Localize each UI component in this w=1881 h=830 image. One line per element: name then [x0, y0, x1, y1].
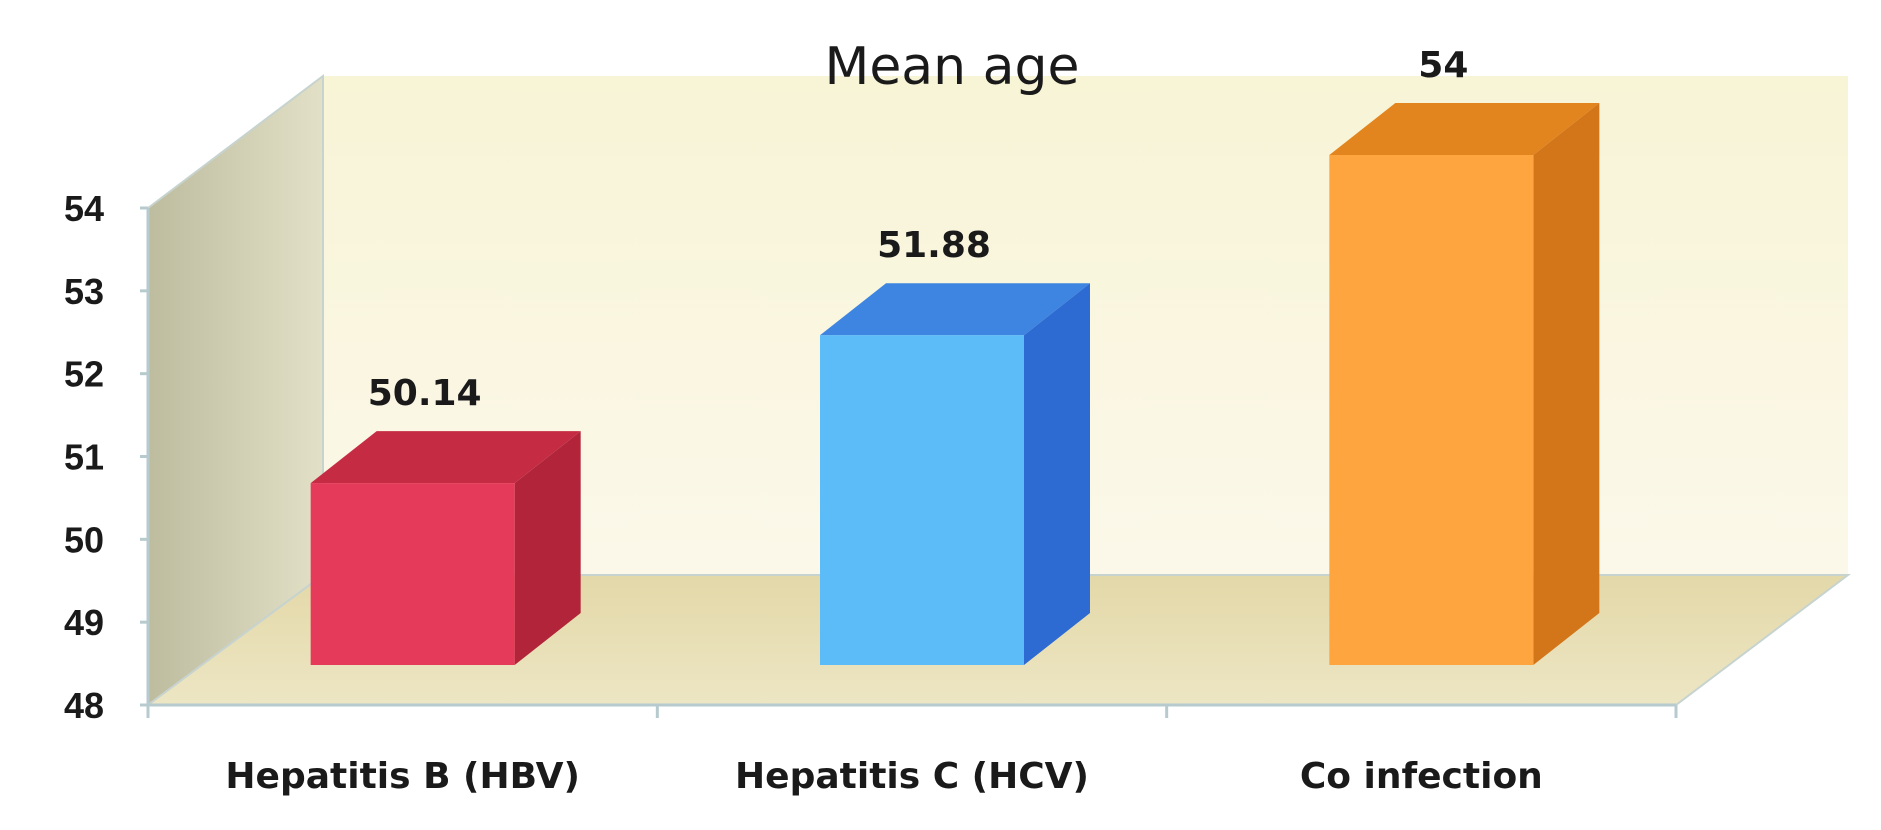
- bars: 50.14 51.88 54: [310, 45, 1600, 665]
- bar-front-face: [1329, 155, 1534, 665]
- y-tick-label: 54: [64, 188, 104, 229]
- bar-top-face: [820, 283, 1090, 336]
- bar-side-face: [1533, 103, 1600, 665]
- chart-title: Mean age: [824, 37, 1079, 97]
- bar-2: 51.88: [820, 225, 1090, 665]
- y-tick-label: 51: [64, 437, 104, 478]
- bar-front-face: [310, 483, 515, 665]
- bar-top-face: [1329, 103, 1600, 155]
- bar-side-face: [1024, 283, 1090, 665]
- bar-value-label: 54: [1418, 45, 1468, 86]
- bar-value-label: 51.88: [877, 225, 991, 266]
- y-tick-label: 52: [64, 354, 104, 395]
- y-tick-label: 50: [64, 519, 104, 560]
- category-labels: Hepatitis B (HBV) Hepatitis C (HCV) Co inf…: [225, 756, 1542, 797]
- bar-front-face: [820, 335, 1024, 665]
- category-label: Co infection: [1300, 756, 1543, 797]
- y-tick-label: 49: [64, 602, 104, 643]
- bar-side-face: [514, 431, 581, 665]
- bar-top-face: [310, 431, 581, 484]
- bar-1: 50.14: [310, 373, 581, 665]
- y-tick-label: 48: [64, 685, 104, 726]
- x-axis-ticks: [146, 705, 1678, 718]
- y-axis-ticks: 48 49 50 51 52 53 54: [64, 188, 148, 726]
- bar-3: 54: [1329, 45, 1600, 665]
- category-label: Hepatitis C (HCV): [735, 756, 1089, 797]
- y-tick-label: 53: [64, 271, 104, 312]
- bar-value-label: 50.14: [368, 373, 482, 414]
- category-label: Hepatitis B (HBV): [225, 756, 580, 797]
